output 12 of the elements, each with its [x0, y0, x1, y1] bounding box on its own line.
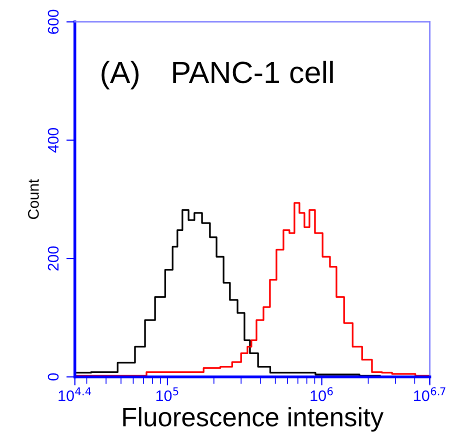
x-axis-title: Fluorescence intensity: [123, 407, 384, 432]
y-tick-label: 200: [48, 246, 59, 271]
x-tick-label: 10$^{6}$: [310, 387, 333, 402]
x-tick-label: 10$^{5}$: [156, 387, 178, 402]
annotation: PANC-1 cell: [173, 60, 333, 84]
annotation: (A): [102, 60, 139, 90]
y-tick-label: 400: [48, 128, 59, 153]
x-tick-label: 10$^{6.7}$: [414, 387, 446, 402]
y-axis-title: Count: [28, 179, 39, 219]
y-tick-label: 600: [48, 10, 59, 34]
y-tick-label: 0: [48, 373, 59, 381]
x-tick-label: 10$^{4.4}$: [58, 387, 92, 402]
